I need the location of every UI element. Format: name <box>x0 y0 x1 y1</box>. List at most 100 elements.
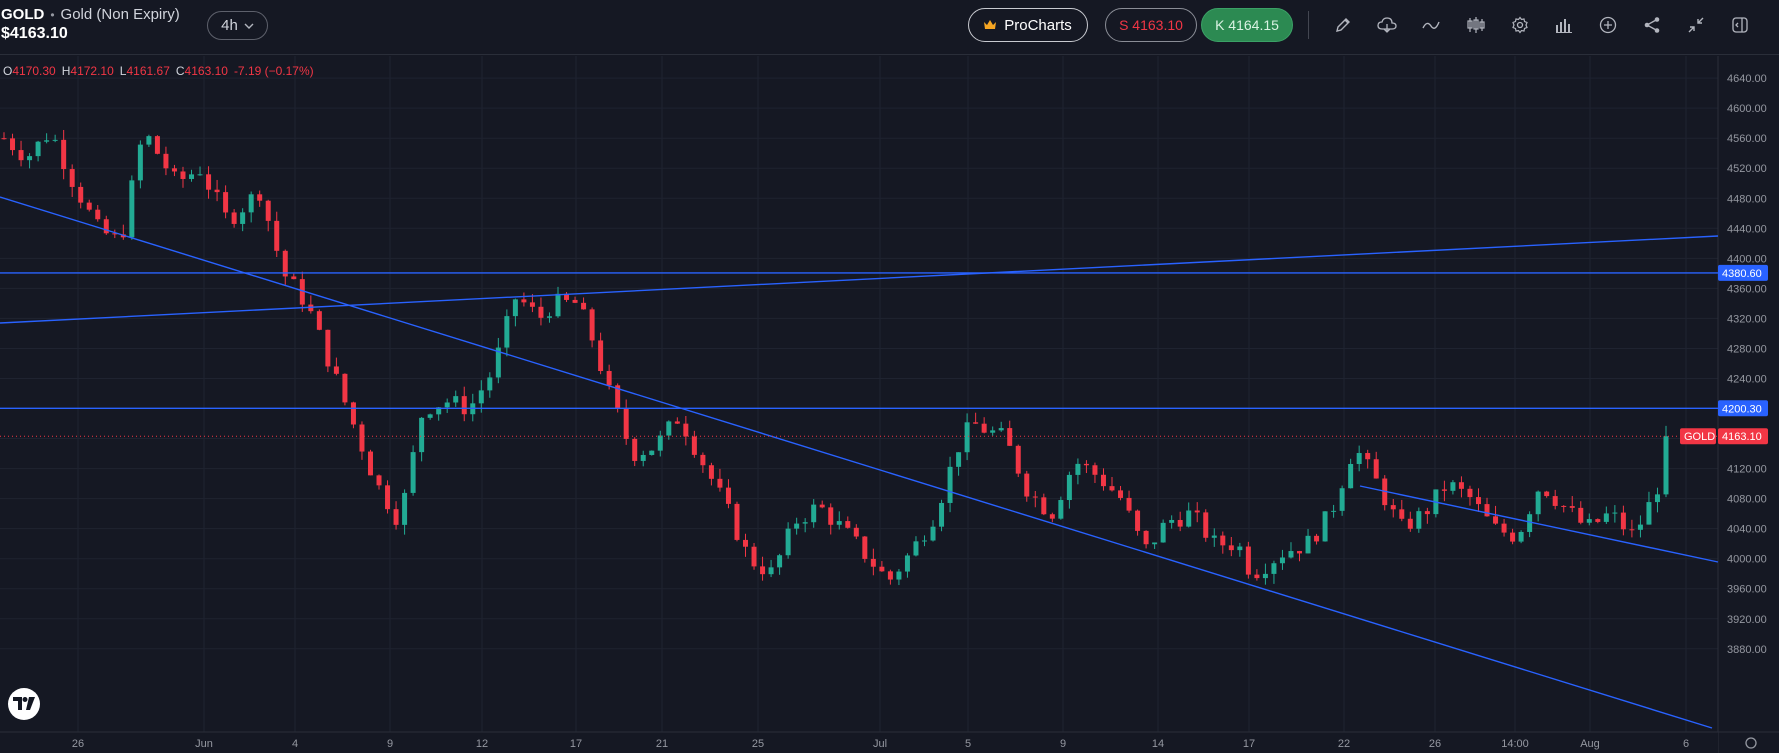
candle-body <box>257 194 263 201</box>
trend-line-falling <box>0 196 1713 729</box>
candle-body <box>546 316 552 318</box>
buy-button[interactable]: K 4164.15 <box>1201 8 1293 42</box>
cloud-icon[interactable] <box>1374 12 1400 38</box>
candle-body <box>1194 510 1200 513</box>
settings-icon[interactable] <box>1507 12 1533 38</box>
candle-body <box>214 189 220 193</box>
candle-body <box>1407 518 1413 529</box>
chevron-down-icon <box>244 23 254 29</box>
candle-body <box>521 299 527 303</box>
candle-body <box>86 202 92 210</box>
candle-body <box>1220 535 1226 546</box>
candle-body <box>325 329 331 367</box>
candle-body <box>751 546 757 567</box>
candle-body <box>1109 486 1115 491</box>
candle-body <box>1501 523 1507 533</box>
time-tick-label: 26 <box>1429 738 1441 750</box>
candle-body <box>35 141 41 157</box>
price-tick-label: 4600.00 <box>1727 103 1767 115</box>
time-tick-label: Aug <box>1580 738 1600 750</box>
add-icon[interactable] <box>1595 12 1621 38</box>
candle-body <box>1620 512 1626 530</box>
candle-body <box>828 507 834 525</box>
share-icon[interactable] <box>1639 12 1665 38</box>
candle-body <box>615 385 621 409</box>
candle-body <box>998 428 1004 431</box>
time-axis <box>0 732 1718 753</box>
time-tick-label: 14:00 <box>1501 738 1529 750</box>
price-tick-label: 4320.00 <box>1727 313 1767 325</box>
candle-body <box>887 571 893 580</box>
candle-body <box>1356 453 1362 464</box>
axis-settings-icon[interactable] <box>1745 737 1757 749</box>
candle-body <box>1475 497 1481 505</box>
symbol-ticker: GOLD <box>1 6 45 23</box>
candle-body <box>700 454 706 466</box>
ohlc-change: -7.19 (−0.17%) <box>233 64 314 78</box>
price-tick-label: 4040.00 <box>1727 524 1767 536</box>
price-tick-label: 4560.00 <box>1727 133 1767 145</box>
candle-body <box>1254 574 1260 579</box>
candle-body <box>768 567 774 575</box>
candle-body <box>171 168 177 172</box>
candle-body <box>939 502 945 527</box>
price-tick-label: 4120.00 <box>1727 464 1767 476</box>
candle-body <box>529 302 535 307</box>
candles-icon[interactable] <box>1463 12 1489 38</box>
procharts-button[interactable]: ProCharts <box>968 8 1088 42</box>
price-tick-label: 3960.00 <box>1727 584 1767 596</box>
chart-header: GOLD • Gold (Non Expiry) $4163.10 4h Pro… <box>0 0 1779 55</box>
candle-body <box>1373 459 1379 479</box>
candle-body <box>342 373 348 403</box>
candle-body <box>1237 546 1243 551</box>
panel-icon[interactable] <box>1727 12 1753 38</box>
candle-body <box>1390 505 1396 510</box>
candle-body <box>376 475 382 486</box>
pencil-icon[interactable] <box>1330 12 1356 38</box>
candle-body <box>1015 445 1021 474</box>
candle-body <box>1049 514 1055 519</box>
indicator-icon[interactable] <box>1418 12 1444 38</box>
candle-body <box>231 212 237 224</box>
candle-body <box>1160 522 1166 543</box>
time-tick-label: 22 <box>1338 738 1350 750</box>
candle-body <box>632 438 638 461</box>
candle-body <box>717 478 723 488</box>
candle-body <box>1348 463 1354 489</box>
candle-body <box>402 492 408 525</box>
tradingview-logo[interactable] <box>8 688 40 720</box>
candle-body <box>1595 519 1601 522</box>
candle-body <box>640 454 646 461</box>
candle-body <box>836 521 842 525</box>
candle-body <box>1 138 7 140</box>
candle-body <box>947 466 953 503</box>
candle-body <box>802 522 808 524</box>
bar-chart-icon[interactable] <box>1551 12 1577 38</box>
symbol-separator: • <box>50 8 55 22</box>
candle-body <box>1365 453 1371 460</box>
price-tick-label: 4440.00 <box>1727 223 1767 235</box>
candle-body <box>512 299 518 317</box>
sell-button[interactable]: S 4163.10 <box>1105 8 1197 42</box>
price-line-label: 4200.30 <box>1722 403 1762 415</box>
price-chart[interactable]: 4640.00 4600.00 4560.00 4520.00 4480.00 4440.… <box>0 56 1779 753</box>
candle-body <box>478 390 484 404</box>
trend-line-rising <box>0 235 1719 324</box>
candle-body <box>794 523 800 529</box>
current-price-label-bg <box>1718 428 1768 445</box>
collapse-icon[interactable] <box>1683 12 1709 38</box>
candle-body <box>453 396 459 403</box>
interval-dropdown[interactable]: 4h <box>207 11 268 40</box>
candle-body <box>27 156 33 161</box>
candle-body <box>1331 510 1337 512</box>
candle-body <box>504 316 510 348</box>
candle-body <box>427 414 433 418</box>
price-tick-label: 4360.00 <box>1727 283 1767 295</box>
symbol-line: GOLD • Gold (Non Expiry) <box>1 6 180 23</box>
candle-body <box>1032 496 1038 498</box>
candle-body <box>1612 512 1618 514</box>
price-tick-label: 4240.00 <box>1727 373 1767 385</box>
candle-body <box>649 450 655 455</box>
last-price: $4163.10 <box>1 25 68 42</box>
candle-body <box>981 423 987 433</box>
